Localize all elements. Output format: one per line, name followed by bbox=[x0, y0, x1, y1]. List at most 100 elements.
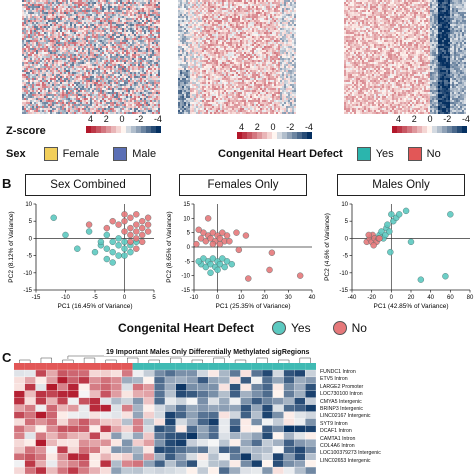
chd-yes-label: Yes bbox=[375, 148, 394, 160]
data-point-no bbox=[195, 226, 202, 233]
heatmap-cell bbox=[229, 383, 241, 391]
heatmap-cell bbox=[78, 369, 90, 378]
heatmap-cell bbox=[240, 383, 252, 391]
color-scale-bar-3 bbox=[392, 126, 467, 133]
row-label: ETV5 Intron bbox=[320, 376, 348, 383]
heatmap-cell bbox=[218, 432, 230, 440]
heatmap-cell bbox=[164, 369, 176, 378]
scale-tick: 4 bbox=[88, 114, 94, 124]
data-point-no bbox=[127, 231, 134, 239]
dendrogram-branch bbox=[299, 357, 311, 366]
heatmap-cell bbox=[218, 390, 230, 398]
heatmap-cell bbox=[197, 432, 209, 440]
heatmap-cell bbox=[283, 446, 295, 454]
heatmap-cell bbox=[89, 383, 101, 391]
group-annotation-cell bbox=[218, 363, 230, 370]
heatmap-cell bbox=[35, 439, 47, 447]
heatmap-cell bbox=[110, 418, 122, 426]
data-point-no bbox=[121, 228, 128, 235]
heatmap-cell bbox=[283, 460, 295, 468]
color-scale-step bbox=[96, 126, 101, 133]
heatmap-cell bbox=[164, 466, 176, 474]
heatmap-cell bbox=[35, 411, 47, 419]
heatmap-cell bbox=[186, 425, 198, 433]
color-scale-step bbox=[417, 126, 422, 133]
data-point-yes bbox=[103, 231, 111, 239]
x-tick-label: 40 bbox=[309, 295, 316, 301]
data-point-no bbox=[219, 229, 226, 236]
heatmap-cell bbox=[283, 404, 295, 412]
data-point-no bbox=[144, 214, 152, 221]
heatmap-cell bbox=[272, 390, 284, 398]
heatmap-cell bbox=[229, 425, 241, 433]
heatmap-cell bbox=[218, 376, 230, 384]
heatmap-cell bbox=[208, 397, 220, 405]
heatmap-cell bbox=[305, 390, 317, 398]
heatmap-cell bbox=[251, 453, 263, 461]
data-point-no bbox=[268, 249, 276, 256]
data-point-no bbox=[207, 235, 214, 242]
chd-yes-swatch bbox=[356, 147, 371, 161]
heatmap-cell bbox=[78, 460, 90, 468]
scale-tick: -4 bbox=[153, 114, 162, 124]
data-point-yes bbox=[121, 252, 128, 259]
heatmap-cell bbox=[197, 418, 209, 426]
scale-ticks-2: 4 2 0 -2 -4 bbox=[239, 122, 313, 132]
heatmap-cell bbox=[218, 397, 230, 405]
heatmap-cell bbox=[240, 460, 252, 468]
pca-plot-sex-combined: -15 -10 -5 0 5 -15 -10 -5 0 5 10 PC1 (16.45% of Var… bbox=[8, 202, 156, 310]
heatmap-cell bbox=[175, 369, 187, 378]
color-scale-step bbox=[101, 126, 106, 133]
heatmap-cell bbox=[186, 466, 198, 474]
color-scale-step bbox=[297, 132, 302, 139]
data-point-yes bbox=[115, 235, 122, 242]
heatmap-cell bbox=[110, 453, 122, 461]
data-point-yes bbox=[228, 260, 235, 268]
heatmap-cell bbox=[283, 453, 295, 461]
heatmap-cell bbox=[154, 460, 166, 468]
heatmap-cell bbox=[143, 453, 155, 461]
data-point-no bbox=[103, 224, 111, 232]
color-scale-step bbox=[121, 126, 126, 133]
heatmap-cell bbox=[294, 439, 306, 447]
y-tick-label: 10 bbox=[341, 202, 348, 208]
heatmap-cell bbox=[78, 383, 90, 391]
heatmap-cell bbox=[121, 460, 133, 468]
color-scale-step bbox=[462, 126, 467, 133]
heatmap-cell bbox=[154, 466, 166, 474]
data-point-yes bbox=[214, 266, 221, 274]
scale-tick: 0 bbox=[427, 114, 433, 124]
heatmap-cell bbox=[305, 383, 317, 391]
data-point-no bbox=[209, 229, 217, 236]
color-scale-step bbox=[126, 126, 131, 133]
heatmap-cell bbox=[175, 418, 187, 426]
color-scale-step bbox=[247, 132, 252, 139]
heatmap-cell bbox=[89, 397, 101, 405]
heatmap-cell bbox=[175, 439, 187, 447]
heatmap-cell bbox=[261, 425, 273, 433]
heatmap-cell bbox=[261, 432, 273, 440]
data-point-no bbox=[133, 245, 140, 252]
heatmap-cell bbox=[110, 432, 122, 440]
group-annotation-cell bbox=[229, 363, 241, 370]
data-point-yes bbox=[442, 273, 449, 280]
heatmap-cell bbox=[35, 404, 47, 412]
heatmap-cell bbox=[305, 369, 317, 378]
row-label: SYT9 Intron bbox=[320, 420, 348, 427]
row-label: COL4A6 Intron bbox=[320, 443, 355, 450]
heatmap-cell bbox=[57, 390, 69, 398]
heatmap-cell bbox=[294, 460, 306, 468]
color-scale-step bbox=[131, 126, 136, 133]
heatmap-cell bbox=[67, 376, 79, 384]
color-scale-step bbox=[272, 132, 277, 139]
heatmap-cell bbox=[110, 460, 122, 468]
heatmap-cell bbox=[14, 432, 25, 440]
heatmap-cell bbox=[132, 411, 144, 419]
data-point-yes bbox=[50, 214, 57, 221]
data-point-no bbox=[296, 272, 304, 279]
sex-legend-title: Sex bbox=[6, 148, 26, 160]
heatmap-cell bbox=[240, 404, 252, 412]
heatmap-cell bbox=[110, 397, 122, 405]
heatmap-cell bbox=[294, 369, 306, 378]
scale-tick: 2 bbox=[254, 122, 260, 132]
